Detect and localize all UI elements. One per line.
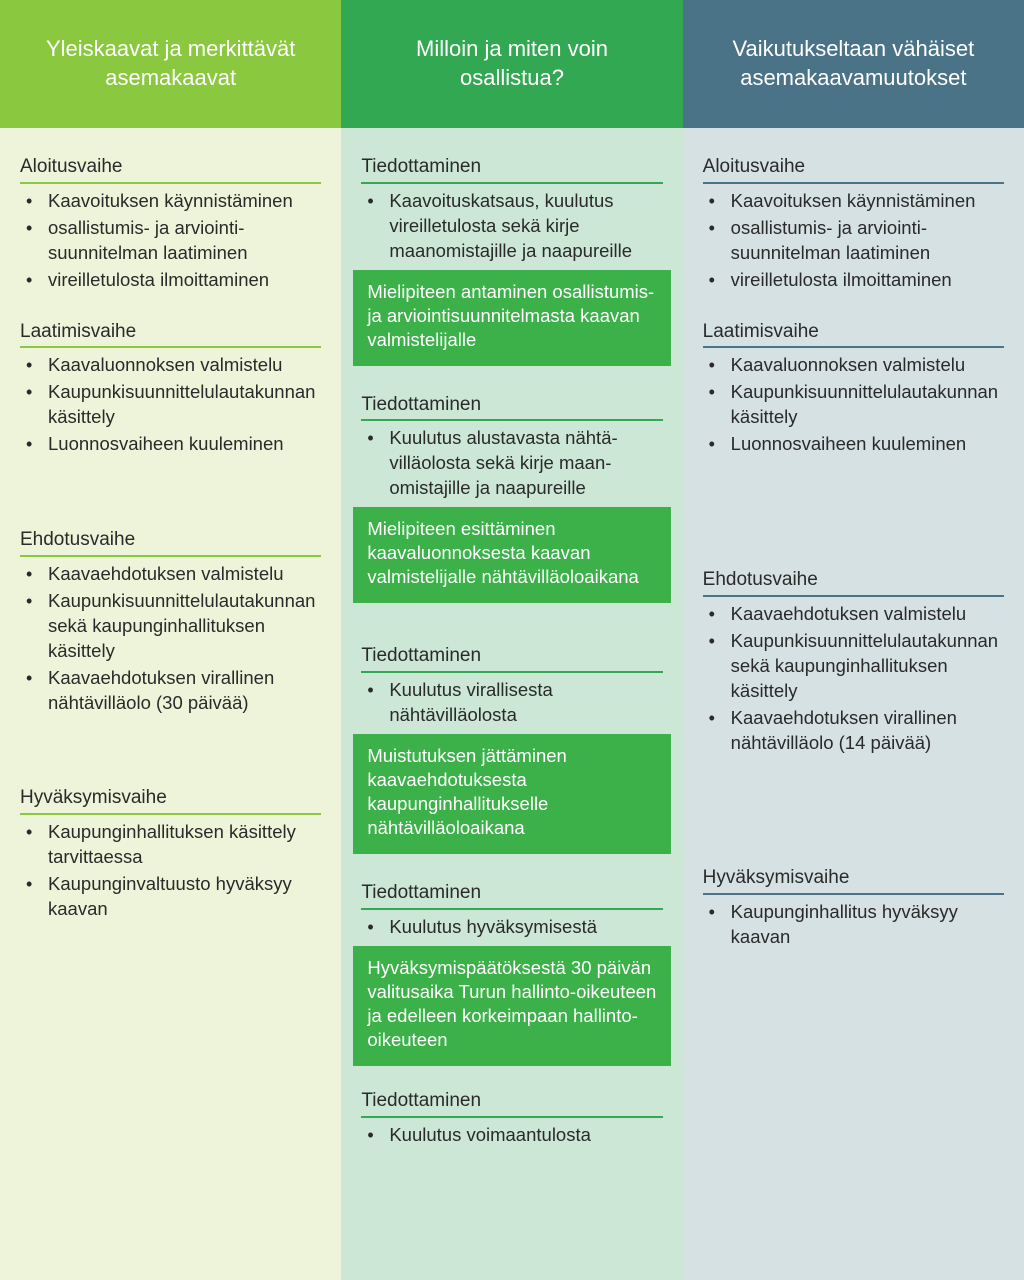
- bullet-item: Kaavaehdotuksen valmistelu: [20, 562, 321, 587]
- section: Aloitusvaihe Kaavoituksen käynnistämineno…: [20, 154, 321, 293]
- bullet-list: Kuulutus virallisesta nähtävilläolosta: [361, 678, 662, 728]
- callout: Mielipiteen esittäminen kaavaluonnoksest…: [353, 507, 670, 603]
- callout: Hyväksymispäätöksestä 30 päivän valitusa…: [353, 946, 670, 1066]
- section: Laatimisvaihe Kaavaluonnoksen valmisteluK…: [703, 319, 1004, 458]
- bullet-list: Kaavaluonnoksen valmisteluKaupunkisuunni…: [20, 353, 321, 457]
- section: EhdotusvaiheKaavaehdotuksen valmisteluKa…: [20, 527, 321, 715]
- section: Tiedottaminen Kuulutus alustavasta nähtä­…: [361, 392, 662, 604]
- section: Tiedottaminen Kuulutus virallisesta nähtä…: [361, 643, 662, 854]
- callout: Mielipiteen antaminen osallistumis- ja a…: [353, 270, 670, 366]
- section: Hyväksymisvaihe Kaupunginhallitus hyväksy…: [703, 865, 1004, 950]
- bullet-item: Kaavaehdotuksen virallinen nähtävilläolo…: [20, 666, 321, 716]
- callout: Muistutuksen jättäminen kaavaehdotuksest…: [353, 734, 670, 854]
- section-title: Tiedottaminen: [361, 880, 662, 910]
- section-title: Tiedottaminen: [361, 154, 662, 184]
- bullet-list: Kuulutus voimaantulosta: [361, 1123, 662, 1148]
- section-title: Ehdotusvaihe: [703, 567, 1004, 597]
- bullet-item: osallistumis- ja arviointi­suunnitelman …: [703, 216, 1004, 266]
- bullet-item: Kaavaluonnoksen valmistelu: [20, 353, 321, 378]
- section-title: Laatimisvaihe: [20, 319, 321, 349]
- column-header-2: Vaikutukseltaan vähäiset asema­kaavamuut…: [683, 0, 1024, 128]
- section-title: Ehdotusvaihe: [20, 527, 321, 557]
- section-title: Laatimisvaihe: [703, 319, 1004, 349]
- bullet-item: Kaupunginhallituksen käsittely tarvittae…: [20, 820, 321, 870]
- bullet-item: Kaupunginhallitus hyväksyy kaavan: [703, 900, 1004, 950]
- bullet-list: Kaavoituskatsaus, kuulutus vireilletulos…: [361, 189, 662, 264]
- column-header-1: Milloin ja miten voin osallistua?: [341, 0, 682, 128]
- section-title: Aloitusvaihe: [20, 154, 321, 184]
- section: Aloitusvaihe Kaavoituksen käynnistämineno…: [703, 154, 1004, 293]
- section: Laatimisvaihe Kaavaluonnoksen valmisteluK…: [20, 319, 321, 458]
- column-body-2: Aloitusvaihe Kaavoituksen käynnistämineno…: [683, 128, 1024, 1280]
- bullet-list: Kaavoituksen käynnistäminenosallistumis-…: [20, 189, 321, 293]
- bullet-item: Luonnosvaiheen kuuleminen: [20, 432, 321, 457]
- bullet-item: Kaavoituksen käynnistäminen: [703, 189, 1004, 214]
- section: Tiedottaminen Kuulutus voimaantulosta: [361, 1088, 662, 1148]
- bullet-item: Kaupunkisuunnittelulauta­kunnan sekä kau…: [703, 629, 1004, 704]
- column-body-1: Tiedottaminen Kaavoituskatsaus, kuulutus …: [341, 128, 682, 1280]
- section: Tiedottaminen Kaavoituskatsaus, kuulutus …: [361, 154, 662, 366]
- bullet-list: Kaupunginhallituksen käsittely tarvittae…: [20, 820, 321, 922]
- bullet-item: Kaavoituskatsaus, kuulutus vireilletulos…: [361, 189, 662, 264]
- bullet-list: Kaavoituksen käynnistäminenosallistumis-…: [703, 189, 1004, 293]
- column-body-0: Aloitusvaihe Kaavoituksen käynnistämineno…: [0, 128, 341, 1280]
- section-title: Tiedottaminen: [361, 643, 662, 673]
- bullet-item: Kuulutus voimaantulosta: [361, 1123, 662, 1148]
- bullet-item: Kaavaehdotuksen valmistelu: [703, 602, 1004, 627]
- bullet-item: Kuulutus hyväksymisestä: [361, 915, 662, 940]
- bullet-item: Kaavoituksen käynnistäminen: [20, 189, 321, 214]
- column-header-0: Yleiskaavat ja merkittävät asemakaavat: [0, 0, 341, 128]
- section-title: Tiedottaminen: [361, 1088, 662, 1118]
- bullet-item: Kaupunkisuunnittelulauta­kunnan käsittel…: [703, 380, 1004, 430]
- bullet-item: Kaupunkisuunnittelulauta­kunnan sekä kau…: [20, 589, 321, 664]
- section: TiedottaminenKuulutus hyväksymisestäHyvä…: [361, 880, 662, 1066]
- bullet-item: Kaupunginvaltuusto hyväksyy kaavan: [20, 872, 321, 922]
- bullet-item: osallistumis- ja arviointi­suunnitelman …: [20, 216, 321, 266]
- bullet-list: Kaavaehdotuksen valmisteluKaupunkisuunni…: [20, 562, 321, 716]
- bullet-list: Kuulutus hyväksymisestä: [361, 915, 662, 940]
- section: EhdotusvaiheKaavaehdotuksen valmisteluKa…: [703, 567, 1004, 755]
- bullet-item: vireilletulosta ilmoittaminen: [703, 268, 1004, 293]
- bullet-item: vireilletulosta ilmoittaminen: [20, 268, 321, 293]
- section-title: Hyväksymisvaihe: [20, 785, 321, 815]
- bullet-list: Kaavaehdotuksen valmisteluKaupunkisuunni…: [703, 602, 1004, 756]
- bullet-item: Kaupunkisuunnittelulauta­kunnan käsittel…: [20, 380, 321, 430]
- bullet-item: Kaavaehdotuksen virallinen nähtävilläolo…: [703, 706, 1004, 756]
- section-title: Hyväksymisvaihe: [703, 865, 1004, 895]
- section-title: Aloitusvaihe: [703, 154, 1004, 184]
- bullet-item: Kuulutus virallisesta nähtävilläolosta: [361, 678, 662, 728]
- bullet-list: Kuulutus alustavasta nähtä­villäolosta s…: [361, 426, 662, 501]
- bullet-item: Kaavaluonnoksen valmistelu: [703, 353, 1004, 378]
- bullet-item: Luonnosvaiheen kuuleminen: [703, 432, 1004, 457]
- bullet-list: Kaupunginhallitus hyväksyy kaavan: [703, 900, 1004, 950]
- section: Hyväksymisvaihe Kaupunginhallituksen käsi…: [20, 785, 321, 922]
- bullet-item: Kuulutus alustavasta nähtä­villäolosta s…: [361, 426, 662, 501]
- bullet-list: Kaavaluonnoksen valmisteluKaupunkisuunni…: [703, 353, 1004, 457]
- section-title: Tiedottaminen: [361, 392, 662, 422]
